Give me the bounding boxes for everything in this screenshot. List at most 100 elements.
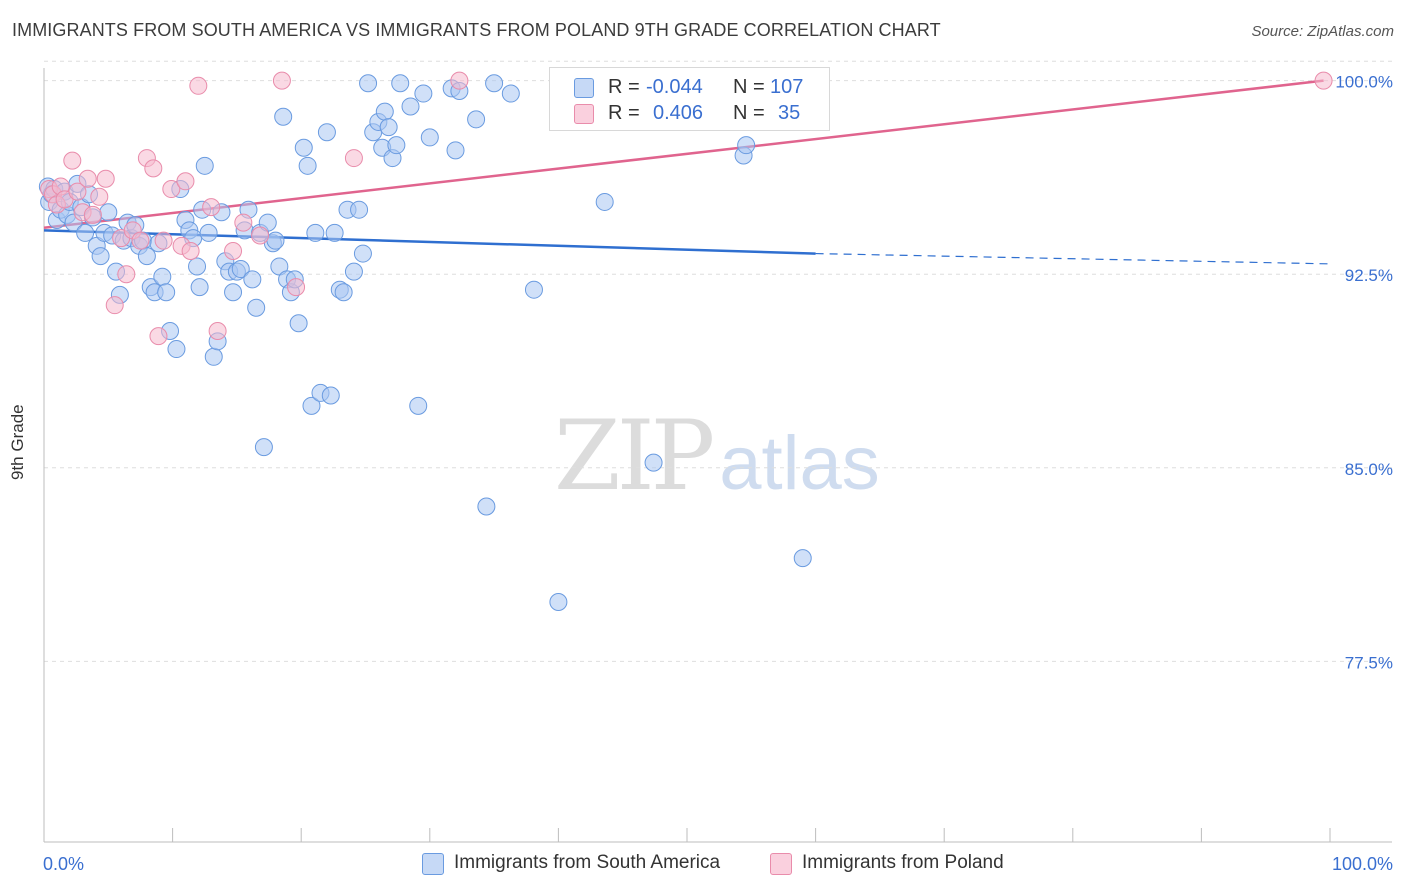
point-south-america	[298, 156, 317, 175]
point-south-america	[467, 110, 486, 129]
point-south-america	[359, 74, 378, 93]
point-south-america	[153, 267, 172, 286]
point-south-america	[446, 141, 465, 160]
legend-n-label: N =	[733, 102, 765, 124]
point-poland	[131, 231, 150, 250]
point-poland	[154, 231, 173, 250]
point-south-america	[793, 549, 812, 568]
point-poland	[344, 149, 363, 168]
point-south-america	[302, 396, 321, 415]
y-tick-label: 92.5%	[1345, 266, 1393, 285]
point-poland	[208, 321, 227, 340]
y-tick-label: 100.0%	[1335, 73, 1393, 92]
watermark-zip: ZIP	[554, 400, 715, 512]
point-poland	[117, 265, 136, 284]
point-south-america	[254, 438, 273, 457]
point-south-america	[157, 283, 176, 302]
chart-title: IMMIGRANTS FROM SOUTH AMERICA VS IMMIGRA…	[12, 20, 941, 40]
y-tick-label: 85.0%	[1345, 460, 1393, 479]
point-south-america	[231, 260, 250, 279]
point-south-america	[501, 84, 520, 103]
point-poland	[272, 71, 291, 90]
point-south-america	[524, 280, 543, 299]
point-south-america	[204, 347, 223, 366]
point-south-america	[266, 231, 285, 250]
point-south-america	[344, 262, 363, 281]
watermark-atlas: atlas	[719, 421, 880, 506]
series-legend: Immigrants from South America Immigrants…	[0, 851, 1406, 879]
trend-layer	[43, 79, 1331, 265]
point-south-america	[224, 283, 243, 302]
point-poland	[181, 241, 200, 260]
point-south-america	[99, 203, 118, 222]
legend-n-label: N =	[733, 76, 765, 98]
axis-layer	[43, 68, 1392, 843]
point-poland	[68, 182, 87, 201]
point-poland	[224, 241, 243, 260]
point-poland	[96, 169, 115, 188]
point-south-america	[289, 314, 308, 333]
point-poland	[78, 169, 97, 188]
trend-line-poland	[43, 79, 1324, 229]
point-south-america	[137, 247, 156, 266]
point-poland	[90, 187, 109, 206]
point-south-america	[321, 386, 340, 405]
legend-r-value: 0.406	[653, 102, 704, 124]
point-poland	[149, 327, 168, 346]
legend-n-value: 35	[778, 102, 801, 124]
point-south-america	[247, 298, 266, 317]
point-south-america	[190, 278, 209, 297]
point-south-america	[294, 138, 313, 157]
legend-swatch-poland	[574, 104, 594, 124]
point-south-america	[401, 97, 420, 116]
point-south-america	[379, 118, 398, 137]
point-south-america	[306, 223, 325, 242]
point-south-america	[391, 74, 410, 93]
point-south-america	[409, 396, 428, 415]
point-poland	[1314, 71, 1333, 90]
correlation-legend: R = -0.044 N = 107 R = 0.406 N = 35	[549, 67, 830, 131]
point-south-america	[375, 102, 394, 121]
legend-swatch-south-america	[574, 78, 594, 98]
point-south-america	[317, 123, 336, 142]
point-poland	[189, 76, 208, 95]
point-poland	[144, 159, 163, 178]
points-layer	[38, 71, 1333, 611]
point-poland	[202, 198, 221, 217]
point-south-america	[199, 223, 218, 242]
point-poland	[234, 213, 253, 232]
point-poland	[105, 296, 124, 315]
legend-r-label: R =	[608, 76, 640, 98]
y-tick-label: 77.5%	[1345, 653, 1393, 672]
legend-r-value: -0.044	[646, 76, 703, 98]
point-poland	[287, 278, 306, 297]
point-poland	[83, 205, 102, 224]
y-axis-label: 9th Grade	[8, 404, 27, 480]
point-south-america	[274, 107, 293, 126]
x-tick-label: 100.0%	[1332, 854, 1393, 874]
point-south-america	[325, 223, 344, 242]
point-south-america	[243, 270, 262, 289]
legend-r-label: R =	[608, 102, 640, 124]
point-south-america	[188, 257, 207, 276]
point-south-america	[387, 136, 406, 155]
chart-source: Source: ZipAtlas.com	[1251, 23, 1394, 40]
point-south-america	[414, 84, 433, 103]
point-south-america	[353, 244, 372, 263]
tick-label-layer: 77.5% 85.0% 92.5% 100.0% 0.0% 100.0%	[43, 73, 1393, 874]
point-south-america	[644, 453, 663, 472]
point-south-america	[485, 74, 504, 93]
point-south-america	[334, 283, 353, 302]
point-south-america	[167, 340, 186, 359]
point-south-america	[737, 136, 756, 155]
series-label-south-america: Immigrants from South America	[454, 852, 721, 873]
point-poland	[63, 151, 82, 170]
point-south-america	[477, 497, 496, 516]
legend-n-value: 107	[770, 76, 804, 98]
watermark: ZIP atlas	[554, 400, 880, 512]
point-south-america	[549, 592, 568, 611]
point-south-america	[195, 156, 214, 175]
trend-line-south-america	[43, 229, 816, 255]
point-south-america	[350, 200, 369, 219]
